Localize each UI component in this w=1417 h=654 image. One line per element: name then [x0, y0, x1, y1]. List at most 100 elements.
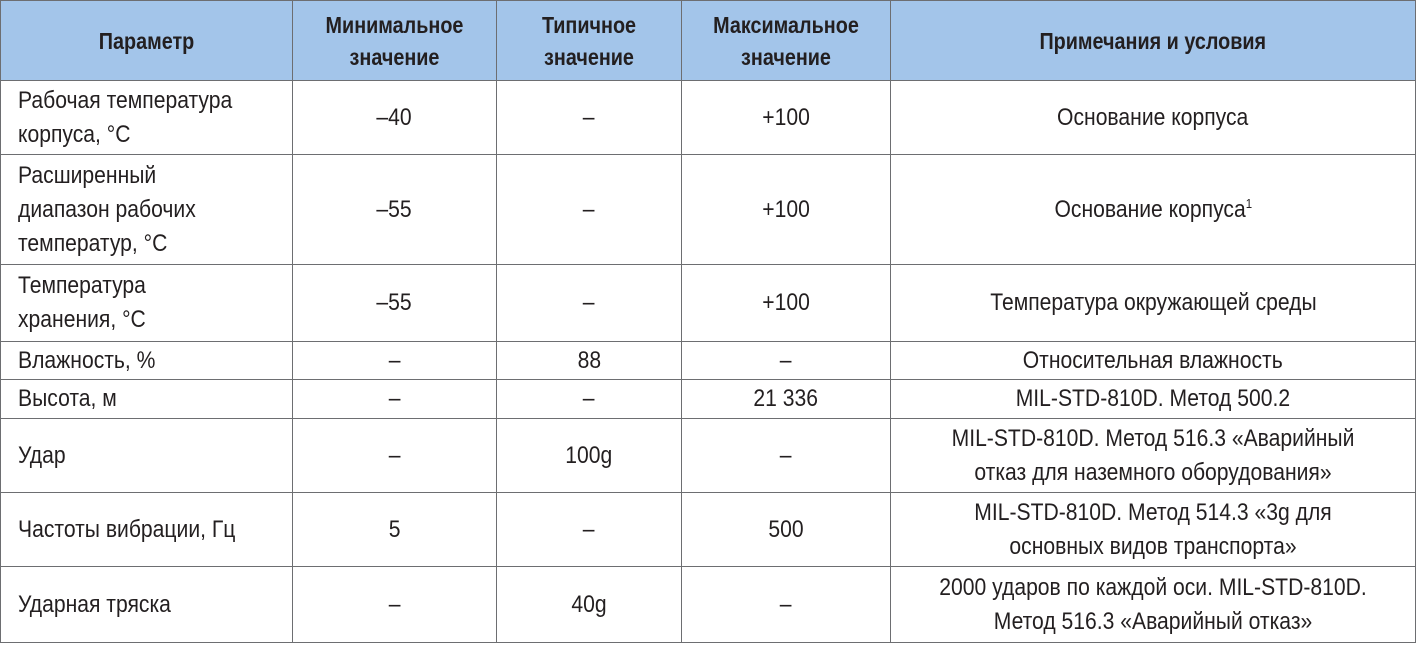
cell-min-text: –40	[376, 103, 413, 131]
table-row: Ударная тряска – 40g – 2000 ударов по ка…	[0, 566, 1416, 643]
cell-typical: 40g	[496, 566, 682, 643]
header-notes: Примечания и условия	[890, 0, 1416, 81]
cell-typical: 100g	[496, 418, 682, 493]
cell-parameter: Температура хранения, °C	[0, 264, 293, 342]
table-row: Частоты вибрации, Гц 5 – 500 MIL-STD-810…	[0, 492, 1416, 567]
table-row: Рабочая температура корпуса, °C –40 – +1…	[0, 80, 1416, 155]
cell-max: +100	[681, 264, 891, 342]
cell-min: –	[292, 418, 497, 493]
cell-note: Относительная влажность	[890, 341, 1416, 380]
cell-parameter-text: Удар	[18, 441, 66, 469]
cell-max: –	[681, 341, 891, 380]
cell-max: +100	[681, 80, 891, 155]
cell-parameter-text: Температура хранения, °C	[18, 272, 146, 333]
table-header-row: Параметр Минимальное значение Типичное з…	[0, 0, 1416, 81]
cell-parameter: Ударная тряска	[0, 566, 293, 643]
cell-max: 500	[681, 492, 891, 567]
header-notes-label: Примечания и условия	[1039, 27, 1267, 54]
cell-typical: –	[496, 379, 682, 419]
cell-min-text: –55	[376, 289, 413, 316]
cell-parameter: Влажность, %	[0, 341, 293, 380]
cell-max-text: 21 336	[753, 385, 819, 412]
cell-typical: –	[496, 80, 682, 155]
cell-parameter: Удар	[0, 418, 293, 493]
cell-parameter: Частоты вибрации, Гц	[0, 492, 293, 567]
cell-parameter-text: Ударная тряска	[18, 590, 171, 618]
cell-typical: –	[496, 264, 682, 342]
cell-typical-text: –	[583, 385, 595, 412]
cell-note-text: Температура окружающей среды	[989, 289, 1317, 316]
cell-note-wrap: Основание корпуса1	[1054, 193, 1252, 227]
cell-typical-text: 40g	[571, 590, 607, 618]
cell-min: –55	[292, 154, 497, 265]
cell-min-text: –	[388, 346, 401, 374]
cell-parameter: Высота, м	[0, 379, 293, 419]
header-min-value-label: Минимальное значение	[325, 11, 464, 70]
cell-typical-text: –	[583, 195, 595, 223]
cell-min: –55	[292, 264, 497, 342]
cell-note: Основание корпуса	[890, 80, 1416, 155]
cell-parameter-text: Расширенный диапазон рабочих температур,…	[18, 161, 196, 257]
cell-min: –	[292, 341, 497, 380]
cell-min-text: –	[388, 441, 401, 469]
cell-note-text: Основание корпуса	[1054, 195, 1246, 223]
header-parameter-label: Параметр	[98, 27, 195, 54]
cell-typical-text: 88	[577, 346, 601, 374]
cell-parameter-text: Рабочая температура корпуса, °C	[18, 86, 233, 148]
table-row: Высота, м – – 21 336 MIL-STD-810D. Метод…	[0, 379, 1416, 419]
table-row: Температура хранения, °C –55 – +100 Темп…	[0, 264, 1416, 342]
cell-max-text: +100	[762, 103, 810, 131]
cell-note: MIL-STD-810D. Метод 500.2	[890, 379, 1416, 419]
cell-max-text: –	[780, 441, 792, 469]
cell-max: –	[681, 566, 891, 643]
cell-typical: –	[496, 154, 682, 265]
cell-min: –40	[292, 80, 497, 155]
cell-typical-text: –	[583, 289, 595, 316]
cell-parameter-text: Влажность, %	[18, 346, 156, 374]
table-row: Расширенный диапазон рабочих температур,…	[0, 154, 1416, 265]
cell-min: 5	[292, 492, 497, 567]
footnote-marker: 1	[1245, 195, 1252, 211]
cell-max-text: –	[780, 346, 792, 374]
cell-typical-text: –	[583, 103, 595, 131]
cell-min: –	[292, 379, 497, 419]
cell-parameter-text: Частоты вибрации, Гц	[18, 515, 236, 543]
header-max-value: Максимальное значение	[681, 0, 891, 81]
cell-typical: 88	[496, 341, 682, 380]
cell-parameter: Расширенный диапазон рабочих температур,…	[0, 154, 293, 265]
cell-note: 2000 ударов по каждой оси. MIL-STD-810D.…	[890, 566, 1416, 643]
header-max-value-label: Максимальное значение	[713, 11, 859, 70]
cell-max-text: –	[780, 590, 792, 618]
cell-note-text: Относительная влажность	[1023, 346, 1283, 374]
cell-note-text: MIL-STD-810D. Метод 500.2	[1015, 385, 1291, 412]
cell-max: –	[681, 418, 891, 493]
header-parameter: Параметр	[0, 0, 293, 81]
cell-max: +100	[681, 154, 891, 265]
cell-note-text: Основание корпуса	[1057, 103, 1249, 131]
cell-min-text: 5	[388, 515, 401, 543]
table-row: Удар – 100g – MIL-STD-810D. Метод 516.3 …	[0, 418, 1416, 493]
cell-max-text: 500	[768, 515, 804, 543]
cell-max-text: +100	[762, 289, 810, 316]
cell-typical-text: –	[583, 515, 595, 543]
cell-note: MIL-STD-810D. Метод 516.3 «Аварийный отк…	[890, 418, 1416, 493]
cell-max-text: +100	[762, 195, 810, 223]
cell-typical: –	[496, 492, 682, 567]
cell-note: MIL-STD-810D. Метод 514.3 «3g для основн…	[890, 492, 1416, 567]
cell-note-text: 2000 ударов по каждой оси. MIL-STD-810D.…	[939, 573, 1367, 635]
cell-typical-text: 100g	[565, 441, 613, 469]
cell-min-text: –	[388, 385, 401, 412]
cell-note: Температура окружающей среды	[890, 264, 1416, 342]
cell-parameter-text: Высота, м	[18, 385, 117, 412]
cell-min-text: –55	[376, 195, 413, 223]
header-typical-value: Типичное значение	[496, 0, 682, 81]
table-row: Влажность, % – 88 – Относительная влажно…	[0, 341, 1416, 380]
cell-note-text: MIL-STD-810D. Метод 514.3 «3g для основн…	[974, 498, 1332, 560]
header-min-value: Минимальное значение	[292, 0, 497, 81]
cell-parameter: Рабочая температура корпуса, °C	[0, 80, 293, 155]
cell-note: Основание корпуса1	[890, 154, 1416, 265]
cell-max: 21 336	[681, 379, 891, 419]
cell-min-text: –	[388, 590, 401, 618]
cell-note-text: MIL-STD-810D. Метод 516.3 «Аварийный отк…	[951, 424, 1355, 486]
